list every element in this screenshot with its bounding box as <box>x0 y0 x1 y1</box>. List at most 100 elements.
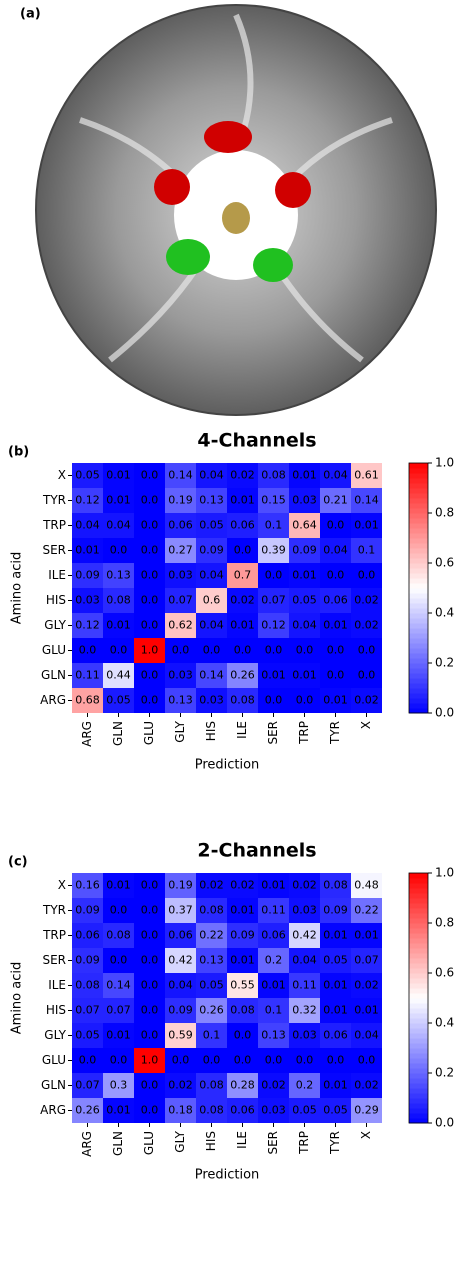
colorbar-segment <box>409 543 428 549</box>
x-tick-label: ILE <box>235 721 249 739</box>
colorbar-segment <box>409 918 428 924</box>
cell-label: 0.04 <box>354 1029 379 1042</box>
cell-label: 0.0 <box>141 1104 159 1117</box>
y-tick-label: GLU <box>42 1053 66 1067</box>
cell-label: 0.01 <box>292 469 317 482</box>
cell-label: 0.02 <box>354 979 379 992</box>
cell-label: 0.0 <box>110 954 128 967</box>
colorbar-segment <box>409 478 428 484</box>
colorbar-segment <box>409 1068 428 1074</box>
cell-label: 0.14 <box>199 669 224 682</box>
cell-label: 0.01 <box>106 1104 131 1117</box>
colorbar-segment <box>409 463 428 469</box>
cell-label: 0.01 <box>230 494 255 507</box>
cell-label: 0.01 <box>106 619 131 632</box>
cell-label: 0.05 <box>292 1104 317 1117</box>
cell-label: 0.06 <box>230 519 255 532</box>
colorbar-segment <box>409 883 428 889</box>
cell-label: 0.18 <box>168 1104 193 1117</box>
cell-label: 0.01 <box>292 569 317 582</box>
cell-label: 0.02 <box>199 879 224 892</box>
cell-label: 0.0 <box>141 469 159 482</box>
cell-label: 0.26 <box>230 669 255 682</box>
colorbar-segment <box>409 953 428 959</box>
cell-label: 0.01 <box>354 519 379 532</box>
cell-label: 0.02 <box>230 469 255 482</box>
cell-label: 0.01 <box>354 1004 379 1017</box>
cell-label: 0.0 <box>141 904 159 917</box>
cell-label: 0.0 <box>234 1029 252 1042</box>
colorbar-segment <box>409 518 428 524</box>
x-axis-label: Prediction <box>195 758 260 773</box>
cell-label: 0.04 <box>199 619 224 632</box>
cell-label: 0.05 <box>323 954 348 967</box>
colorbar-segment <box>409 1038 428 1044</box>
cell-label: 0.27 <box>168 544 193 557</box>
cell-label: 0.07 <box>261 594 286 607</box>
colorbar-segment <box>409 523 428 529</box>
colorbar-segment <box>409 578 428 584</box>
colorbar-segment <box>409 1088 428 1094</box>
cell-label: 0.0 <box>172 644 190 657</box>
chart-title: 4-Channels <box>197 430 316 452</box>
x-tick-label: X <box>359 721 373 729</box>
colorbar-segment <box>409 673 428 679</box>
cell-label: 0.06 <box>168 519 193 532</box>
colorbar-segment <box>409 1098 428 1104</box>
colorbar-segment <box>409 558 428 564</box>
x-tick-label: ARG <box>80 1131 94 1157</box>
colorbar-segment <box>409 1003 428 1009</box>
colorbar-segment <box>409 978 428 984</box>
colorbar-segment <box>409 933 428 939</box>
x-tick-label: GLU <box>142 1131 156 1155</box>
colorbar-segment <box>409 528 428 534</box>
cell-label: 0.04 <box>323 544 348 557</box>
cell-label: 0.0 <box>265 694 283 707</box>
cell-label: 0.0 <box>141 544 159 557</box>
x-tick-label: GLN <box>111 1131 125 1156</box>
cell-label: 0.01 <box>230 619 255 632</box>
cell-label: 0.0 <box>327 644 345 657</box>
cell-label: 0.01 <box>106 494 131 507</box>
cell-label: 0.13 <box>261 1029 286 1042</box>
cell-label: 0.08 <box>106 594 131 607</box>
cell-label: 0.02 <box>230 879 255 892</box>
cell-label: 0.22 <box>199 929 224 942</box>
cell-label: 0.01 <box>323 694 348 707</box>
colorbar-segment <box>409 508 428 514</box>
cell-label: 0.11 <box>75 669 100 682</box>
colorbar-segment <box>409 593 428 599</box>
cell-label: 0.64 <box>292 519 317 532</box>
cell-label: 0.03 <box>75 594 100 607</box>
y-tick-label: GLY <box>44 1028 66 1042</box>
cell-label: 0.0 <box>141 619 159 632</box>
cell-label: 0.0 <box>141 1079 159 1092</box>
cell-label: 0.0 <box>141 694 159 707</box>
cell-label: 0.02 <box>168 1079 193 1092</box>
cell-label: 0.0 <box>141 979 159 992</box>
colorbar-segment <box>409 623 428 629</box>
cell-label: 0.04 <box>292 954 317 967</box>
colorbar-segment <box>409 553 428 559</box>
cell-label: 1.0 <box>141 644 159 657</box>
cell-label: 0.01 <box>323 929 348 942</box>
colorbar-segment <box>409 873 428 879</box>
cell-label: 0.0 <box>141 929 159 942</box>
cell-label: 0.05 <box>323 1104 348 1117</box>
cell-label: 0.1 <box>265 519 283 532</box>
y-tick-label: SER <box>42 953 66 967</box>
y-axis-label: Amino acid <box>10 552 25 624</box>
cell-label: 0.04 <box>323 469 348 482</box>
colorbar-tick-label: 0.2 <box>435 656 454 670</box>
y-tick-label: TYR <box>42 903 66 917</box>
cell-label: 0.0 <box>141 669 159 682</box>
cell-label: 0.13 <box>199 954 224 967</box>
cell-label: 0.04 <box>199 569 224 582</box>
chart-title: 2-Channels <box>197 840 316 862</box>
colorbar-tick-label: 0.8 <box>435 916 454 930</box>
y-tick-label: TYR <box>42 493 66 507</box>
colorbar-segment <box>409 653 428 659</box>
colorbar-segment <box>409 538 428 544</box>
colorbar-segment <box>409 1103 428 1109</box>
colorbar-segment <box>409 683 428 689</box>
